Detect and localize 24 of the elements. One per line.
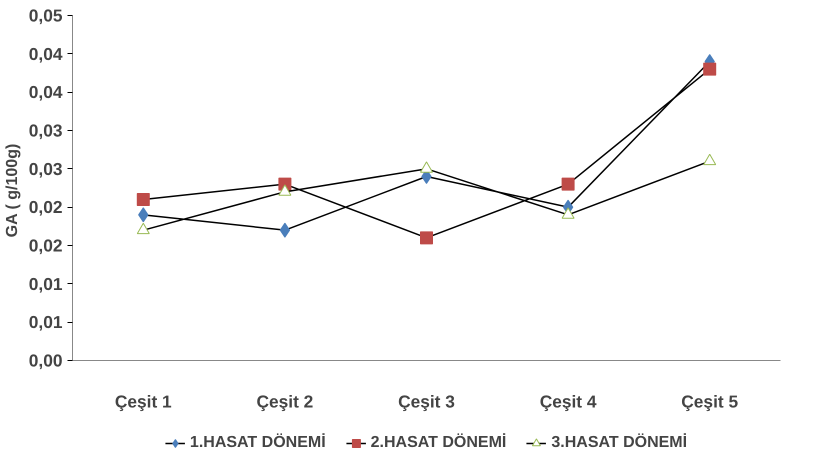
- y-tick-label: 0,05: [28, 6, 63, 26]
- y-tick-label: 0,02: [28, 236, 63, 256]
- point: [280, 222, 290, 238]
- legend-label: 2.HASAT DÖNEMİ: [370, 434, 506, 452]
- y-tick-label: 0,04: [28, 44, 63, 64]
- x-tick-label: Çeşit 5: [681, 392, 738, 412]
- x-tick-label: Çeşit 1: [114, 392, 172, 412]
- point: [136, 193, 150, 206]
- y-tick-label: 0,01: [28, 312, 63, 332]
- y-tick-label: 0,01: [28, 274, 63, 294]
- x-tick-label: Çeşit 2: [256, 392, 314, 412]
- point: [420, 231, 433, 244]
- y-tick-label: 0,00: [28, 350, 63, 370]
- point: [703, 62, 716, 76]
- x-tick-label: Çeşit 3: [398, 392, 456, 412]
- y-axis-title: GA ( g/100g): [4, 144, 21, 238]
- legend-label: 3.HASAT DÖNEMİ: [551, 434, 688, 452]
- point: [562, 178, 575, 191]
- legend-label: 1.HASAT DÖNEMİ: [190, 434, 326, 452]
- x-tick-label: Çeşit 4: [540, 392, 597, 412]
- y-tick-label: 0,04: [28, 82, 63, 102]
- y-tick-label: 0,03: [28, 120, 63, 140]
- y-tick-label: 0,02: [28, 197, 63, 218]
- y-tick-label: 0,03: [28, 158, 63, 179]
